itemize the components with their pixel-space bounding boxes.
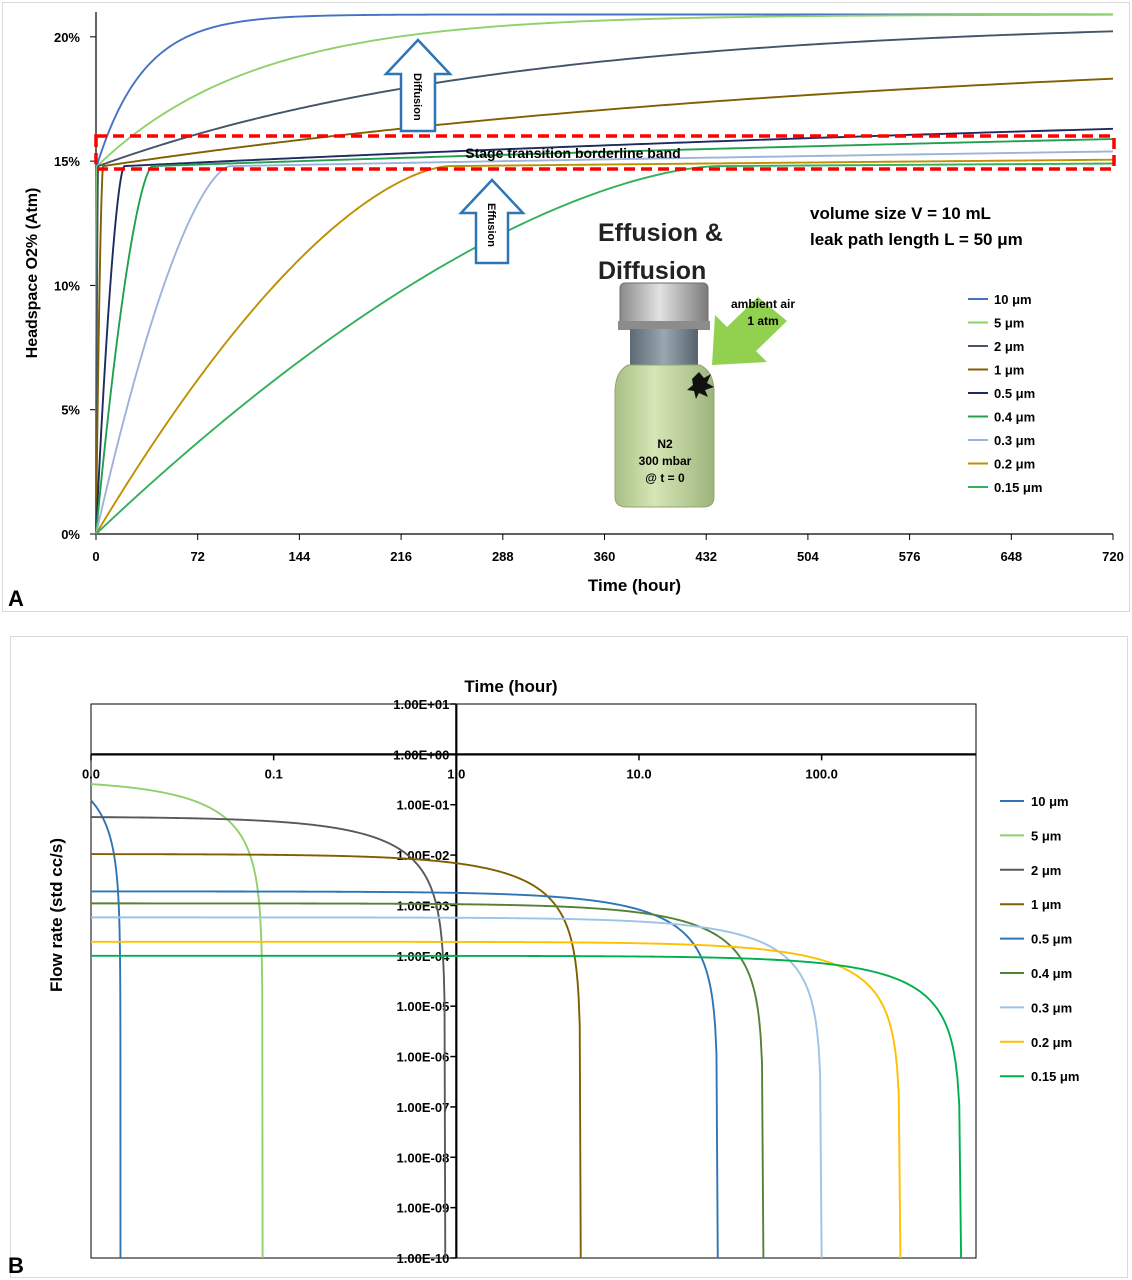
series-line-0.5um bbox=[90, 890, 719, 1259]
x-axis-label: Time (hour) bbox=[588, 576, 681, 595]
legend-label: 5 μm bbox=[1031, 828, 1061, 843]
effusion-arrow: Effusion bbox=[458, 178, 526, 265]
diffusion-arrow: Diffusion bbox=[383, 38, 453, 133]
x-tick-label: 360 bbox=[594, 549, 616, 564]
y-tick-label: 1.00E+00 bbox=[393, 747, 449, 762]
y-tick-label: 20% bbox=[54, 30, 80, 45]
y-axis-label: Headspace O2% (Atm) bbox=[24, 188, 41, 359]
inset-title-line1: Effusion & bbox=[598, 219, 723, 247]
series-line-1um bbox=[90, 853, 582, 1259]
x-tick-label: 432 bbox=[695, 549, 717, 564]
y-tick-label: 1.00E-09 bbox=[397, 1201, 450, 1216]
series-line-5um bbox=[90, 783, 264, 1259]
params-line1: volume size V = 10 mL bbox=[810, 204, 991, 223]
x-tick-label: 0.0 bbox=[82, 766, 100, 781]
legend-label: 2 μm bbox=[1031, 863, 1061, 878]
y-tick-label: 15% bbox=[54, 154, 80, 169]
x-tick-label: 504 bbox=[797, 549, 819, 564]
x-tick-label: 288 bbox=[492, 549, 514, 564]
x-tick-label: 576 bbox=[899, 549, 921, 564]
x-tick-label: 10.0 bbox=[626, 766, 651, 781]
legend-label: 0.4 μm bbox=[1031, 966, 1072, 981]
y-axis-label: Flow rate (std cc/s) bbox=[47, 838, 66, 992]
effusion-arrow-label: Effusion bbox=[485, 203, 497, 247]
legend-label: 10 μm bbox=[994, 292, 1032, 307]
legend-label: 0.5 μm bbox=[994, 386, 1035, 401]
y-tick-label: 0% bbox=[61, 527, 80, 542]
series-line-2um bbox=[95, 30, 1114, 534]
legend-label: 0.15 μm bbox=[994, 480, 1042, 495]
x-tick-label: 100.0 bbox=[805, 766, 838, 781]
panel-a-frame bbox=[2, 2, 1130, 612]
y-tick-label: 1.00E-08 bbox=[397, 1150, 450, 1165]
series-line-0.2um bbox=[91, 940, 902, 1259]
x-tick-label: 1.0 bbox=[447, 766, 465, 781]
y-tick-label: 5% bbox=[61, 403, 80, 418]
series-line-0.2um bbox=[95, 158, 1114, 535]
series-line-0.5um bbox=[95, 127, 1114, 534]
series-line-2um bbox=[90, 816, 447, 1259]
legend-label: 1 μm bbox=[994, 363, 1024, 378]
x-tick-label: 72 bbox=[190, 549, 204, 564]
vial-label-line2: 300 mbar bbox=[639, 454, 692, 468]
legend-label: 1 μm bbox=[1031, 897, 1061, 912]
ambient-air-arrow bbox=[712, 297, 787, 365]
legend-label: 0.4 μm bbox=[994, 410, 1035, 425]
chart-a: 0 72 144 216 288 360 432 504 576 648 720 0% 5% 10% 15%… bbox=[24, 12, 1124, 595]
y-tick-label: 1.00E-10 bbox=[397, 1251, 450, 1266]
vial-label-line3: @ t = 0 bbox=[645, 471, 685, 485]
x-tick-label: 0.1 bbox=[265, 766, 283, 781]
chart-b: 0.0 0.1 1.0 10.0 100.0 1.00E+01 1.00E+00 1.00E-… bbox=[47, 677, 1079, 1266]
band-label: Stage transition borderline band bbox=[465, 145, 680, 161]
x-tick-label: 144 bbox=[289, 549, 311, 564]
y-tick-label: 1.00E-07 bbox=[397, 1100, 450, 1115]
panel-b-frame bbox=[10, 636, 1128, 1278]
y-tick-label: 10% bbox=[54, 278, 80, 293]
x-tick-label: 648 bbox=[1000, 549, 1022, 564]
panel-b-letter: B bbox=[8, 1253, 24, 1278]
y-tick-label: 1.00E-01 bbox=[397, 798, 450, 813]
panel-a-letter: A bbox=[8, 586, 24, 611]
x-tick-label: 0 bbox=[92, 549, 99, 564]
legend-label: 2 μm bbox=[994, 339, 1024, 354]
legend-label: 0.2 μm bbox=[994, 457, 1035, 472]
legend-label: 0.5 μm bbox=[1031, 932, 1072, 947]
series-line-0.4um bbox=[95, 138, 1114, 535]
legend-label: 0.15 μm bbox=[1031, 1069, 1079, 1084]
series-line-0.3um bbox=[90, 916, 823, 1259]
legend-label: 10 μm bbox=[1031, 794, 1069, 809]
series-line-5um bbox=[95, 13, 1114, 534]
series-line-10um bbox=[90, 799, 122, 1259]
series-line-0.15um bbox=[95, 162, 1114, 535]
params-line2: leak path length L = 50 μm bbox=[810, 230, 1023, 249]
series-line-0.3um bbox=[95, 150, 1114, 535]
legend-label: 0.3 μm bbox=[994, 433, 1035, 448]
y-tick-label: 1.00E-06 bbox=[397, 1050, 450, 1065]
y-tick-label: 1.00E-05 bbox=[397, 999, 450, 1014]
y-tick-label: 1.00E+01 bbox=[393, 697, 449, 712]
legend-label: 0.2 μm bbox=[1031, 1035, 1072, 1050]
vial-illustration bbox=[614, 282, 715, 508]
ambient-air-label-line2: 1 atm bbox=[747, 314, 778, 328]
series-line-10um bbox=[95, 13, 1113, 534]
x-axis-label: Time (hour) bbox=[464, 677, 557, 696]
series-line-0.15um bbox=[91, 954, 963, 1259]
legend-label: 5 μm bbox=[994, 316, 1024, 331]
ambient-air-label-line1: ambient air bbox=[731, 297, 795, 311]
series-line-1um bbox=[95, 77, 1114, 534]
x-tick-label: 720 bbox=[1102, 549, 1124, 564]
series-line-0.4um bbox=[91, 902, 765, 1259]
inset-title-line2: Diffusion bbox=[598, 257, 706, 285]
x-tick-label: 216 bbox=[390, 549, 412, 564]
diffusion-arrow-label: Diffusion bbox=[411, 73, 423, 121]
vial-label-line1: N2 bbox=[657, 437, 673, 451]
legend-label: 0.3 μm bbox=[1031, 1000, 1072, 1015]
plot-area-border bbox=[90, 703, 977, 1259]
y-tick-label: 1.00E-03 bbox=[397, 898, 450, 913]
